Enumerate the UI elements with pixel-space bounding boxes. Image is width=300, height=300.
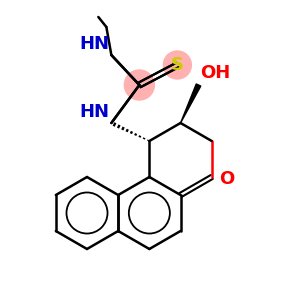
Circle shape	[164, 51, 191, 79]
Circle shape	[124, 70, 154, 100]
Text: O: O	[219, 170, 234, 188]
Text: HN: HN	[80, 103, 110, 121]
Text: HN: HN	[80, 35, 110, 53]
Text: OH: OH	[200, 64, 231, 82]
Text: S: S	[171, 56, 184, 74]
Polygon shape	[181, 84, 201, 123]
